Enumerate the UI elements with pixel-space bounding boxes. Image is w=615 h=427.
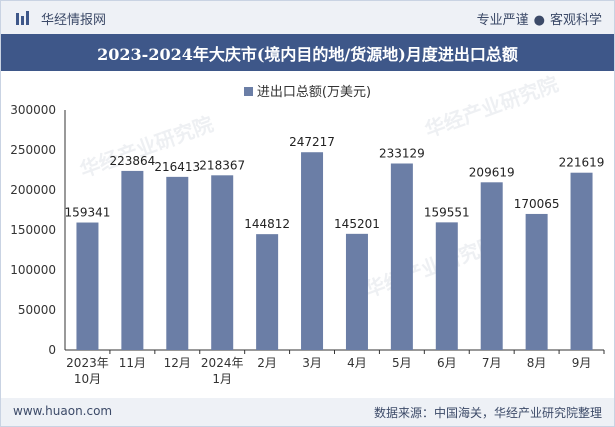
bar [121, 170, 144, 350]
x-tick-label: 8月 [527, 356, 547, 370]
bar [390, 163, 413, 350]
legend-swatch [243, 87, 253, 96]
data-label: 233129 [379, 146, 425, 160]
slogan: 专业严谨 ● 客观科学 [477, 9, 602, 28]
top-bar: 华经情报网 专业严谨 ● 客观科学 [1, 1, 614, 34]
x-tick-label: 2023年 [66, 356, 109, 370]
bar [256, 234, 279, 350]
bottom-bar: www.huaon.com 数据来源：中国海关，华经产业研究院整理 [1, 398, 614, 426]
chart-title: 2023-2024年大庆市(境内目的地/货源地)月度进出口总额 [97, 45, 518, 64]
legend-label: 进出口总额(万美元) [256, 85, 372, 100]
bar [435, 222, 458, 350]
y-tick-label: 0 [48, 343, 56, 357]
x-tick-label: 2024年 [201, 356, 244, 370]
bar [480, 182, 503, 350]
y-tick-label: 150000 [10, 223, 56, 237]
x-tick-label: 11月 [119, 356, 146, 370]
x-tick-label: 12月 [164, 356, 191, 370]
x-tick-label: 4月 [347, 356, 367, 370]
data-label: 170065 [514, 197, 560, 211]
x-tick-label: 7月 [482, 356, 502, 370]
y-tick-label: 200000 [10, 183, 56, 197]
data-label: 209619 [469, 165, 515, 179]
x-tick-label: 5月 [392, 356, 412, 370]
bar [211, 175, 234, 350]
data-label: 216413 [154, 160, 200, 174]
data-label: 221619 [559, 156, 605, 170]
title-bar: 2023-2024年大庆市(境内目的地/货源地)月度进出口总额 [1, 34, 614, 71]
legend: 进出口总额(万美元) [1, 81, 614, 100]
data-source: 数据来源：中国海关，华经产业研究院整理 [373, 406, 602, 420]
data-label: 145201 [334, 217, 380, 231]
data-label: 247217 [289, 135, 335, 149]
slogan-separator: ● [533, 13, 545, 28]
x-tick-label: 3月 [302, 356, 322, 370]
bar [345, 233, 368, 350]
bar [76, 222, 99, 350]
x-tick-label: 1月 [212, 372, 232, 386]
x-tick-label: 6月 [437, 356, 457, 370]
data-label: 159551 [424, 205, 470, 219]
slogan-tag-1: 专业严谨 [476, 13, 529, 28]
data-label: 223864 [109, 154, 155, 168]
x-tick-label: 2月 [257, 356, 277, 370]
x-tick-label: 9月 [572, 356, 592, 370]
brand-name: 华经情报网 [41, 13, 107, 28]
x-tick-label: 10月 [74, 372, 101, 386]
bar [166, 176, 189, 350]
y-tick-label: 250000 [10, 143, 56, 157]
y-tick-label: 50000 [18, 303, 56, 317]
bar [525, 213, 548, 350]
data-label: 144812 [244, 217, 290, 231]
data-label: 218367 [199, 158, 245, 172]
bar [301, 152, 324, 350]
y-tick-label: 300000 [10, 103, 56, 117]
y-tick-label: 100000 [10, 263, 56, 277]
slogan-tag-2: 客观科学 [549, 13, 602, 28]
bar [570, 172, 593, 350]
bar-logo-icon [16, 11, 29, 25]
data-label: 159341 [65, 206, 111, 220]
bar-chart: 0 50000 100000 150000 200000 250000 300000 1593… [10, 103, 605, 386]
website-link[interactable]: www.huaon.com [13, 404, 113, 418]
